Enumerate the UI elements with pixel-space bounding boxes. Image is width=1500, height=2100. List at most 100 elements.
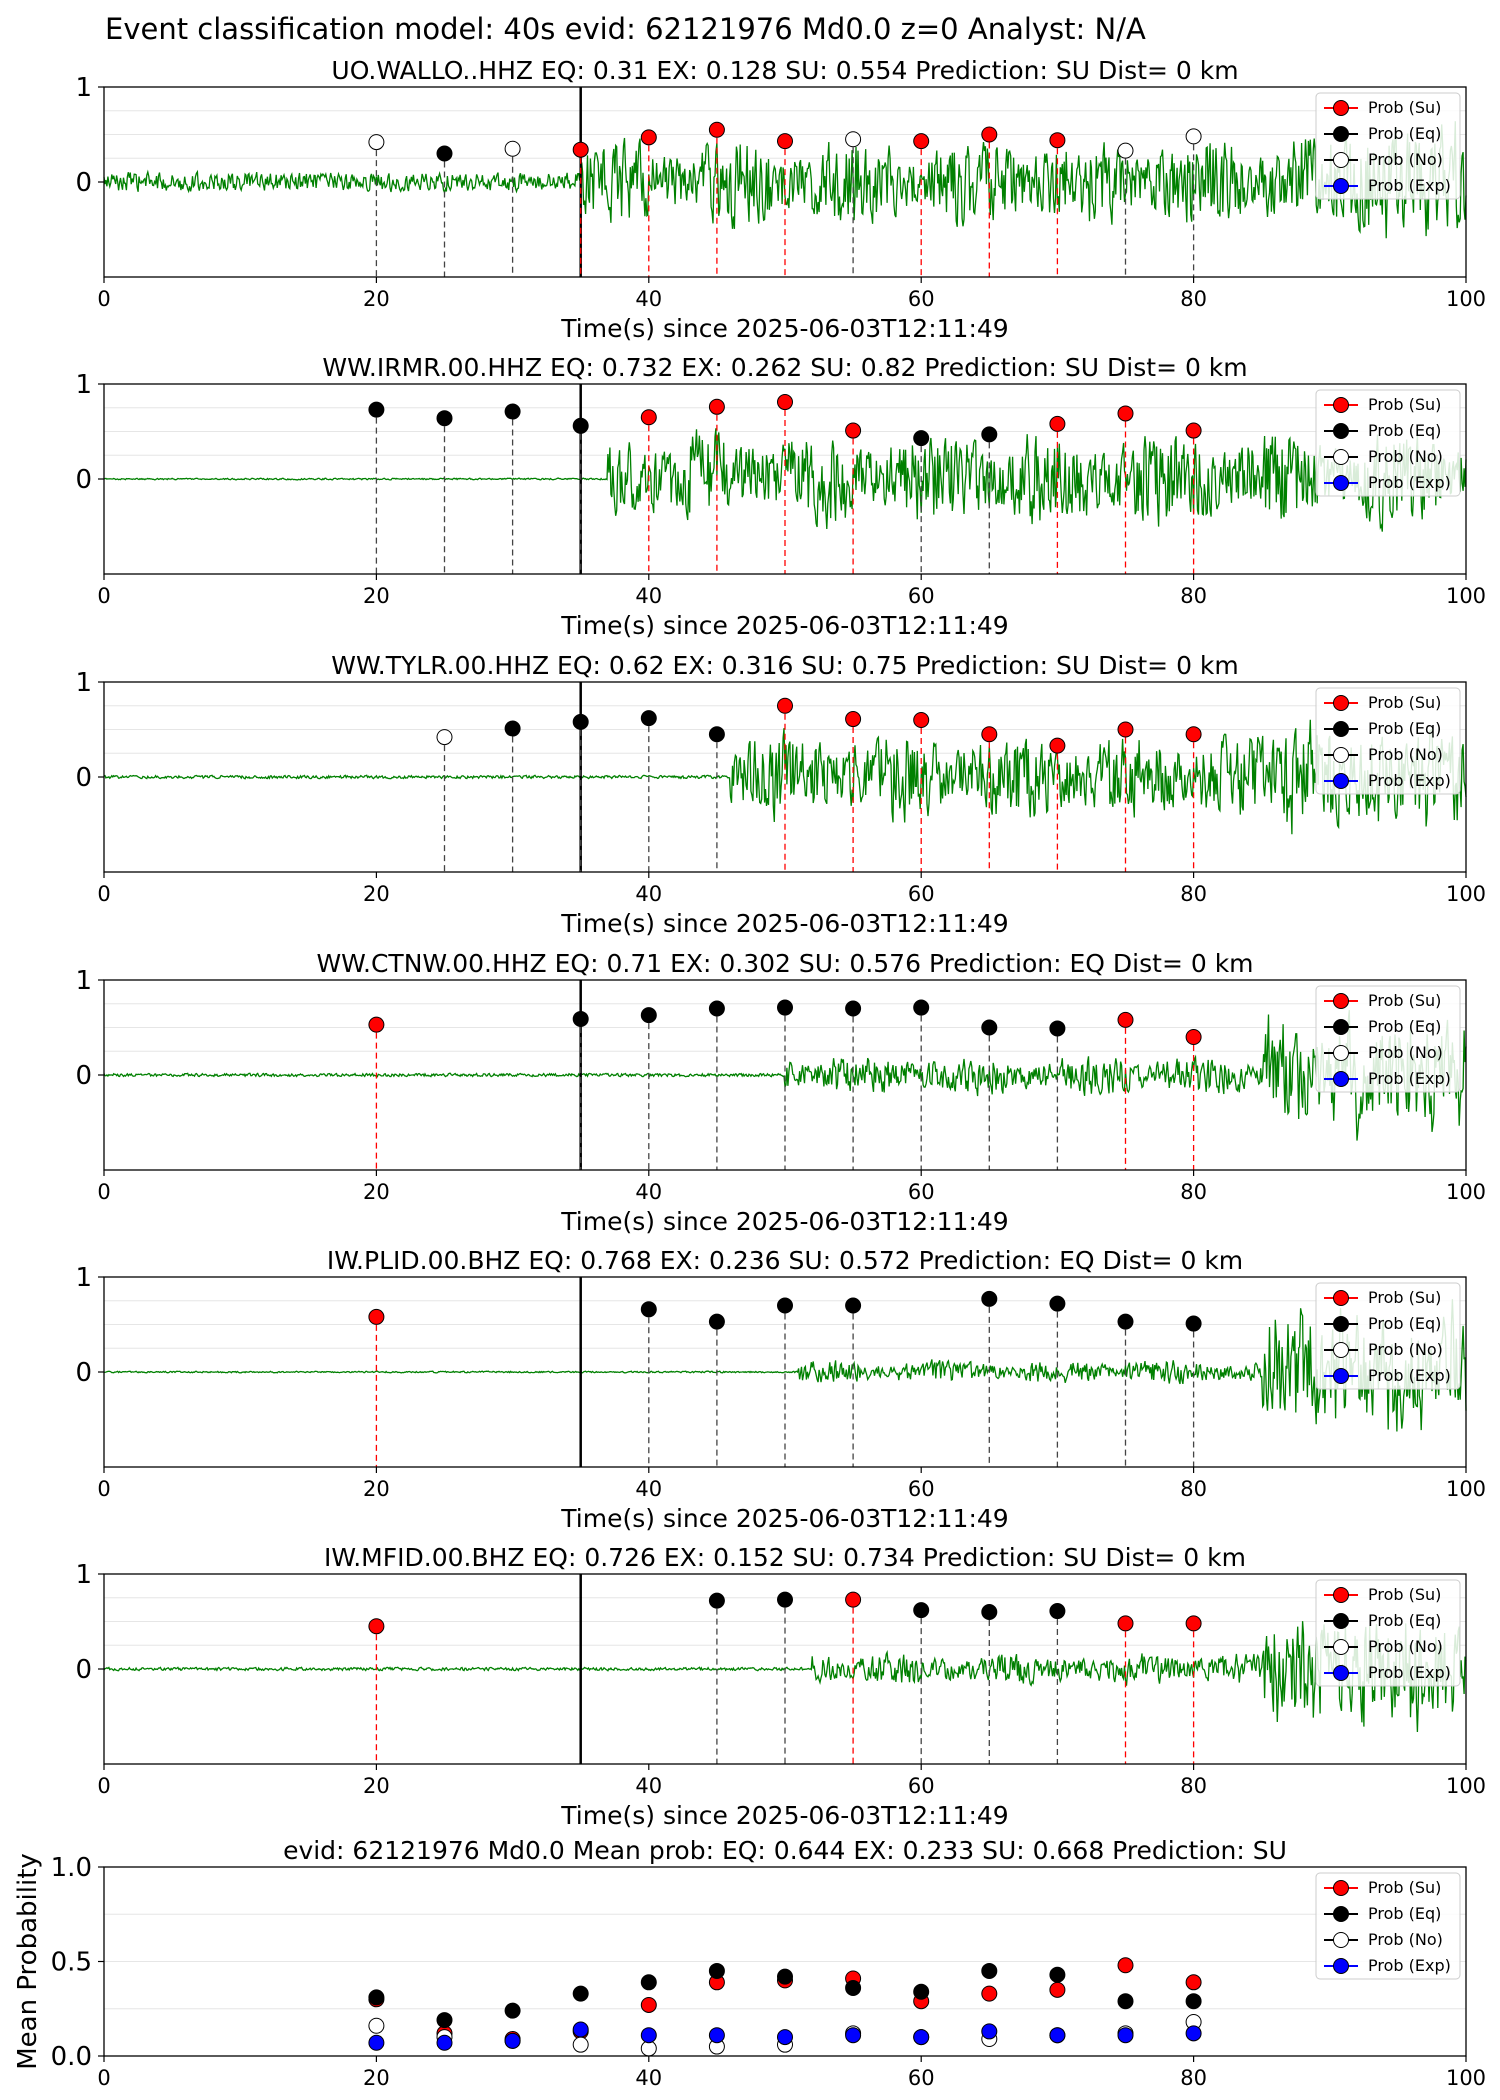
mean-marker-exp bbox=[845, 2027, 862, 2044]
x-tick-label: 0 bbox=[97, 1774, 110, 1798]
legend-marker-eq bbox=[1333, 1316, 1349, 1332]
legend-marker-no bbox=[1333, 152, 1349, 168]
waveform-trace bbox=[103, 428, 1467, 532]
legend-box bbox=[1315, 1872, 1461, 1980]
y-tick-label: 1 bbox=[75, 668, 92, 698]
prob-marker-eq bbox=[845, 1000, 862, 1017]
prob-marker-eq bbox=[777, 1297, 793, 1314]
legend-marker-no bbox=[1333, 1045, 1349, 1061]
prob-marker-eq bbox=[981, 1019, 998, 1036]
x-axis-label: Time(s) since 2025-06-03T12:11:49 bbox=[560, 1801, 1008, 1830]
x-tick-label: 0 bbox=[97, 287, 110, 311]
waveform-trace bbox=[103, 121, 1467, 239]
legend-marker-no bbox=[1333, 1639, 1349, 1655]
mean-marker-su bbox=[640, 1996, 657, 2013]
panel-3: WW.CTNW.00.HHZ EQ: 0.71 EX: 0.302 SU: 0.… bbox=[75, 949, 1486, 1236]
legend-box bbox=[1315, 985, 1461, 1093]
figure-title: Event classification model: 40s evid: 62… bbox=[105, 12, 1146, 46]
y-tick-label: 0 bbox=[75, 465, 92, 495]
x-tick-label: 40 bbox=[635, 2066, 662, 2090]
prob-marker-su bbox=[845, 422, 862, 439]
prob-marker-eq bbox=[572, 1010, 589, 1027]
x-tick-label: 40 bbox=[635, 584, 662, 608]
legend-marker-eq bbox=[1333, 126, 1349, 142]
prob-marker-eq bbox=[572, 713, 589, 730]
panels: UO.WALLO..HHZ EQ: 0.31 EX: 0.128 SU: 0.5… bbox=[13, 56, 1486, 2090]
y-tick-label: 0 bbox=[75, 1655, 92, 1685]
prob-marker-eq bbox=[981, 426, 998, 443]
prob-marker-eq bbox=[708, 1592, 725, 1609]
x-tick-label: 80 bbox=[1180, 882, 1207, 906]
prob-marker-eq bbox=[1049, 1295, 1066, 1312]
mean-marker-exp bbox=[981, 2023, 998, 2040]
panel-1: WW.IRMR.00.HHZ EQ: 0.732 EX: 0.262 SU: 0… bbox=[75, 353, 1486, 640]
legend-marker-no bbox=[1333, 1342, 1349, 1358]
prob-marker-su bbox=[1117, 1615, 1134, 1632]
mean-marker-exp bbox=[1185, 2025, 1202, 2042]
y-tick-label: 1 bbox=[75, 1560, 92, 1590]
legend-box bbox=[1315, 92, 1461, 200]
x-tick-label: 60 bbox=[908, 2066, 935, 2090]
panel-title: IW.PLID.00.BHZ EQ: 0.768 EX: 0.236 SU: 0… bbox=[327, 1246, 1243, 1275]
prob-marker-su bbox=[572, 141, 589, 158]
legend-box bbox=[1315, 687, 1461, 795]
legend-marker-su bbox=[1333, 397, 1349, 413]
legend-marker-exp bbox=[1333, 1958, 1349, 1974]
legend-label-no: Prob (No) bbox=[1368, 1637, 1443, 1656]
legend-label-exp: Prob (Exp) bbox=[1368, 1663, 1451, 1682]
x-tick-label: 40 bbox=[635, 882, 662, 906]
legend-label-no: Prob (No) bbox=[1368, 447, 1443, 466]
prob-marker-su bbox=[640, 409, 657, 426]
legend-marker-su bbox=[1333, 993, 1349, 1009]
x-tick-label: 80 bbox=[1180, 584, 1207, 608]
y-tick-label: 0.0 bbox=[51, 2042, 92, 2072]
mean-marker-eq bbox=[1049, 1966, 1066, 1983]
x-tick-label: 40 bbox=[635, 1477, 662, 1501]
prob-marker-su bbox=[777, 697, 793, 714]
mean-marker-eq bbox=[1117, 1993, 1134, 2010]
prob-marker-eq bbox=[1049, 1020, 1066, 1037]
panel-2: WW.TYLR.00.HHZ EQ: 0.62 EX: 0.316 SU: 0.… bbox=[75, 651, 1486, 938]
legend-label-eq: Prob (Eq) bbox=[1368, 719, 1441, 738]
prob-marker-eq bbox=[777, 999, 793, 1016]
panel-4: IW.PLID.00.BHZ EQ: 0.768 EX: 0.236 SU: 0… bbox=[75, 1246, 1486, 1533]
prob-marker-su bbox=[368, 1308, 385, 1325]
x-tick-label: 100 bbox=[1446, 1477, 1486, 1501]
legend-label-su: Prob (Su) bbox=[1368, 693, 1441, 712]
y-tick-label: 1 bbox=[75, 1263, 92, 1293]
mean-marker-eq bbox=[436, 2012, 453, 2029]
legend-box bbox=[1315, 1282, 1461, 1390]
x-tick-label: 60 bbox=[908, 287, 935, 311]
prob-marker-su bbox=[1049, 737, 1066, 754]
mean-marker-exp bbox=[572, 2021, 589, 2038]
mean-marker-eq bbox=[845, 1979, 862, 1996]
prob-marker-eq bbox=[640, 1301, 657, 1318]
mean-marker-eq bbox=[572, 1985, 589, 2002]
prob-marker-eq bbox=[1117, 1313, 1134, 1330]
y-tick-label: 0 bbox=[75, 168, 92, 198]
mean-panel-title: evid: 62121976 Md0.0 Mean prob: EQ: 0.64… bbox=[283, 1836, 1287, 1865]
mean-marker-exp bbox=[504, 2032, 521, 2049]
x-tick-label: 40 bbox=[635, 1774, 662, 1798]
prob-marker-no bbox=[368, 134, 385, 151]
mean-marker-eq bbox=[913, 1983, 930, 2000]
x-tick-label: 20 bbox=[363, 2066, 390, 2090]
legend-marker-eq bbox=[1333, 721, 1349, 737]
x-tick-label: 100 bbox=[1446, 882, 1486, 906]
mean-marker-eq bbox=[640, 1974, 657, 1991]
legend-label-exp: Prob (Exp) bbox=[1368, 1956, 1451, 1975]
prob-marker-su bbox=[1049, 415, 1066, 432]
legend-label-no: Prob (No) bbox=[1368, 1340, 1443, 1359]
prob-marker-su bbox=[1117, 721, 1134, 738]
legend-label-no: Prob (No) bbox=[1368, 1043, 1443, 1062]
prob-marker-eq bbox=[1185, 1315, 1202, 1332]
panel-0: UO.WALLO..HHZ EQ: 0.31 EX: 0.128 SU: 0.5… bbox=[75, 56, 1486, 343]
legend-label-eq: Prob (Eq) bbox=[1368, 1904, 1441, 1923]
prob-marker-no bbox=[845, 131, 862, 148]
panel-title: IW.MFID.00.BHZ EQ: 0.726 EX: 0.152 SU: 0… bbox=[324, 1543, 1246, 1572]
prob-marker-su bbox=[1185, 726, 1202, 743]
panel-title: UO.WALLO..HHZ EQ: 0.31 EX: 0.128 SU: 0.5… bbox=[331, 56, 1238, 85]
mean-marker-eq bbox=[368, 1989, 385, 2006]
y-tick-label: 1 bbox=[75, 966, 92, 996]
